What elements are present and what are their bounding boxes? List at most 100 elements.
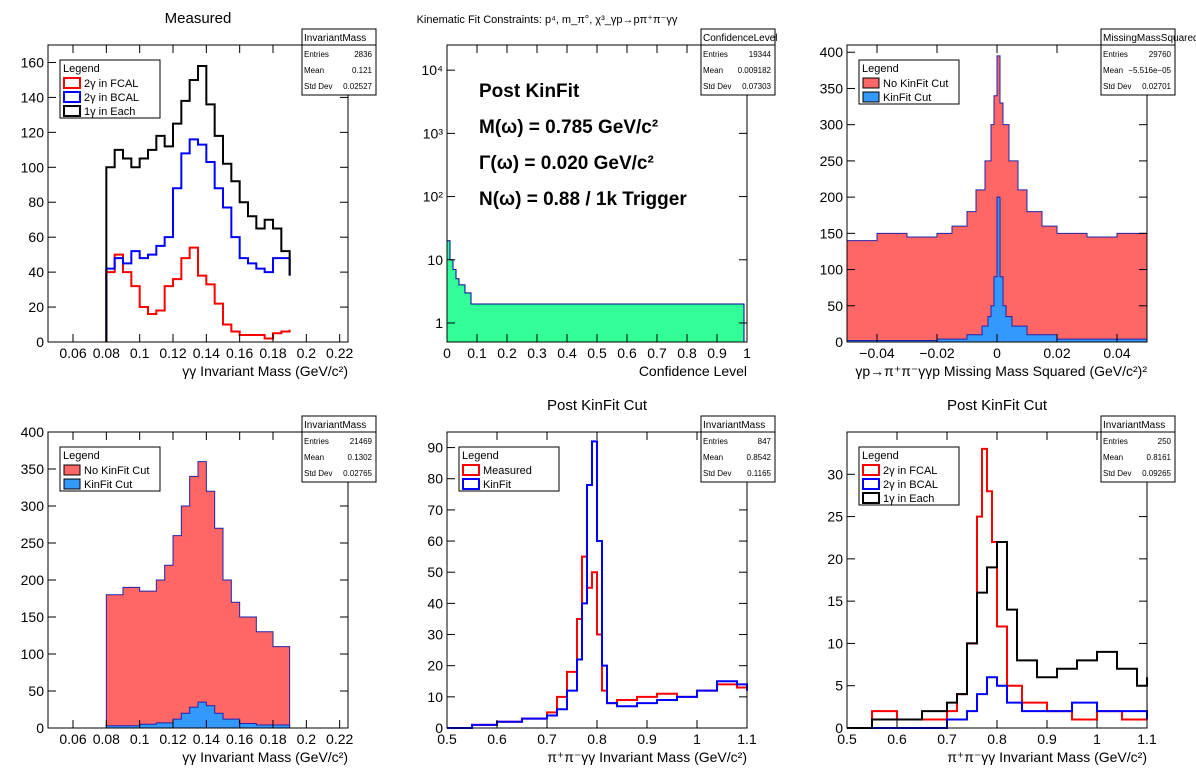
stats-key: Mean [1103,66,1123,75]
legend-entry: No KinFit Cut [84,465,149,477]
y-tick-label: 10⁴ [421,62,443,78]
x-tick-label: 0.9 [637,731,657,747]
legend-title: Legend [862,450,899,462]
legend-box [458,446,560,492]
histogram-line-series-3 [105,64,291,342]
x-tick-label: 0.12 [159,731,186,747]
histogram-fill-series-2 [846,196,1148,343]
stats-key: Std Dev [1103,469,1131,478]
x-axis-label: π⁺π⁻γγ Invariant Mass (GeV/c²) [947,749,1147,765]
y-tick-label: 50 [827,298,843,314]
x-tick-label: 0.02 [1043,345,1070,361]
stats-key: Entries [703,437,728,446]
legend-swatch [63,105,81,117]
stats-box [301,28,377,96]
x-tick-label: 0.7 [537,731,557,747]
y-tick-label: 20 [28,299,44,315]
chart-panel-5: Post KinFit Cut 0.5 0.6 0.7 0.8 0.9 1 1.1 0 10 20 3… [427,397,776,765]
legend-swatch [462,464,480,476]
x-tick-label: 0.18 [259,345,286,361]
y-tick-label: 1 [435,315,443,331]
y-tick-label: 140 [21,89,45,105]
stats-key: Mean [304,66,324,75]
x-tick-label: 1.1 [737,731,757,747]
legend-box [59,59,161,119]
legend-entry: 2γ in BCAL [883,479,938,491]
y-tick-label: 10 [427,252,443,268]
stats-key: Std Dev [304,469,332,478]
stats-box [301,415,377,483]
x-tick-label: 0.6 [487,731,507,747]
x-tick-label: 0.16 [226,731,253,747]
stats-title: InvariantMass [1103,420,1165,431]
y-tick-label: 5 [835,678,843,694]
y-tick-label: 25 [827,509,843,525]
y-tick-label: 350 [820,80,844,96]
stats-value: 0.8161 [1147,453,1172,462]
stats-key: Entries [703,50,728,59]
stats-key: Entries [1103,437,1128,446]
stats-key: Std Dev [1103,82,1131,91]
x-tick-label: 0.18 [259,731,286,747]
x-tick-label: 0.22 [326,731,353,747]
y-tick-label: 20 [827,551,843,567]
y-tick-label: 250 [21,535,45,551]
y-tick-label: 100 [21,159,45,175]
x-tick-label: 0.06 [59,731,86,747]
stats-value: 21469 [350,437,373,446]
x-tick-label: 0.8 [987,731,1007,747]
stats-key: Entries [304,437,329,446]
y-tick-label: 10³ [423,125,444,141]
legend-swatch [63,91,81,103]
x-axis-label: π⁺π⁻γγ Invariant Mass (GeV/c²) [547,749,747,765]
legend-swatch [63,478,81,490]
legend-swatch [63,464,81,476]
y-tick-label: 80 [427,471,443,487]
stats-box [700,28,776,96]
legend-entry: 1γ in Each [84,106,135,118]
histogram-line-series-1 [847,447,1147,729]
chart-panel-6: Post KinFit Cut 0.5 0.6 0.7 0.8 0.9 1 1.1 0 5 10 15… [827,397,1176,765]
x-tick-label: 0.2 [497,345,517,361]
y-tick-label: 120 [21,124,45,140]
stats-box [1100,28,1176,96]
annotation-text: M(ω) = 0.785 GeV/c² [479,117,658,138]
stats-value: 250 [1158,437,1172,446]
x-tick-label: 0.16 [226,345,253,361]
y-tick-label: 10 [827,635,843,651]
stats-value: 29760 [1149,50,1172,59]
legend-entry: KinFit Cut [883,92,931,104]
y-tick-label: 15 [827,593,843,609]
y-tick-label: 0 [36,720,44,736]
chart-panel-2: Kinematic Fit Constraints: p⁴, m_π°, χ³_… [417,14,778,379]
stats-title: MissingMassSquared [1103,33,1196,44]
y-tick-label: 30 [427,627,443,643]
x-tick-label: 0.9 [1037,731,1057,747]
legend-entry: 2γ in FCAL [84,78,138,90]
x-tick-label: 0 [443,345,451,361]
y-tick-label: 80 [28,194,44,210]
x-tick-label: 1 [1093,731,1101,747]
stats-value: 0.07303 [742,82,771,91]
legend-entry: KinFit Cut [84,479,132,491]
y-tick-label: 160 [21,54,45,70]
x-tick-label: 0.8 [677,345,697,361]
x-tick-label: 0.8 [587,731,607,747]
stats-value: 0.02765 [343,469,372,478]
stats-title: ConfidenceLevel [703,33,778,44]
y-tick-label: 250 [820,153,844,169]
x-axis-label: γγ Invariant Mass (GeV/c²) [182,749,348,765]
stats-value: 0.8542 [747,453,772,462]
y-tick-label: 100 [21,646,45,662]
x-tick-label: 0.4 [557,345,577,361]
x-tick-label: 0.06 [59,345,86,361]
histogram-line-series-2 [447,440,748,729]
y-tick-label: 0 [835,334,843,350]
y-tick-label: 300 [21,498,45,514]
stats-title: InvariantMass [703,420,765,431]
stats-key: Entries [1103,50,1128,59]
stats-box [700,415,776,483]
y-tick-label: 20 [427,658,443,674]
x-tick-label: 0.08 [93,731,120,747]
x-tick-label: 0.6 [617,345,637,361]
